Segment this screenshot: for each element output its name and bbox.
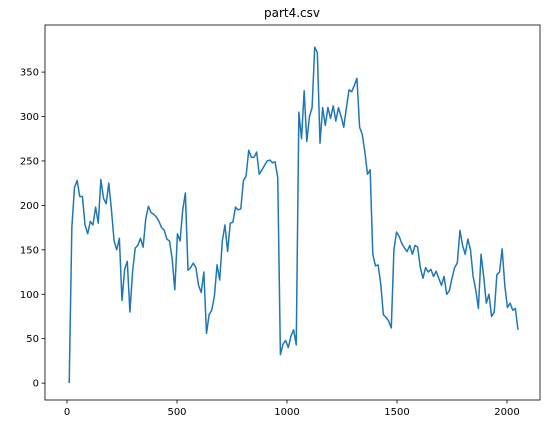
chart-title: part4.csv xyxy=(264,6,320,20)
y-tick-label: 200 xyxy=(20,201,39,212)
x-tick-label: 2000 xyxy=(494,407,519,418)
y-tick-label: 0 xyxy=(33,379,39,390)
y-tick-label: 250 xyxy=(20,156,39,167)
y-tick-label: 150 xyxy=(20,245,39,256)
x-tick-label: 1000 xyxy=(274,407,299,418)
y-tick-label: 350 xyxy=(20,68,39,79)
plot-area xyxy=(45,25,540,400)
y-tick-label: 300 xyxy=(20,112,39,123)
y-tick-label: 50 xyxy=(26,334,39,345)
y-tick-label: 100 xyxy=(20,290,39,301)
data-line xyxy=(68,46,519,384)
plot-frame xyxy=(44,24,541,401)
x-tick-label: 1500 xyxy=(384,407,409,418)
x-tick-label: 0 xyxy=(64,407,70,418)
x-tick-label: 500 xyxy=(167,407,186,418)
